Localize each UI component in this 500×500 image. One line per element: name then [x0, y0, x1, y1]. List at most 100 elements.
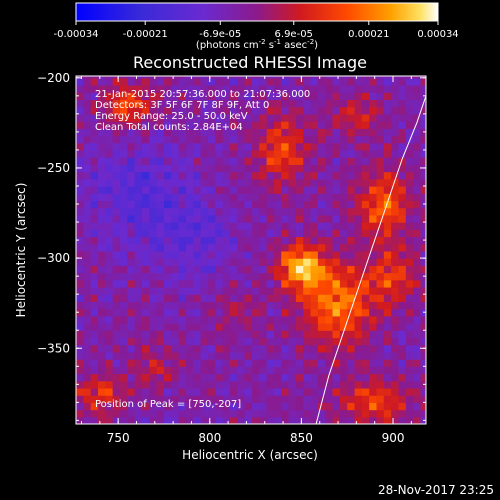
heatmap-cell — [310, 185, 319, 194]
heatmap-cell — [369, 207, 378, 216]
heatmap-cell — [405, 373, 414, 382]
heatmap-cell — [347, 402, 356, 411]
heatmap-cell — [259, 272, 268, 281]
heatmap-cell — [193, 193, 202, 202]
heatmap-cell — [325, 185, 334, 194]
heatmap-cell — [398, 337, 407, 346]
heatmap-cell — [156, 351, 165, 360]
heatmap-cell — [420, 142, 426, 151]
heatmap-cell — [295, 330, 304, 339]
heatmap-cell — [149, 294, 158, 302]
heatmap-cell — [207, 243, 216, 252]
heatmap-cell — [119, 351, 128, 360]
heatmap-cell — [112, 222, 121, 230]
heatmap-cell — [105, 214, 114, 223]
heatmap-cell — [215, 135, 224, 144]
heatmap-cell — [361, 359, 370, 367]
heatmap-cell — [76, 286, 84, 295]
heatmap-cell — [266, 330, 275, 339]
heatmap-cell — [127, 142, 136, 151]
heatmap-cell — [171, 77, 180, 86]
heatmap-cell — [317, 214, 326, 223]
heatmap-cell — [112, 214, 121, 223]
heatmap-cell — [332, 250, 341, 259]
heatmap-cell — [354, 85, 363, 93]
heatmap-cell — [398, 294, 407, 302]
heatmap-cell — [105, 236, 114, 245]
heatmap-cell — [273, 416, 282, 424]
y-tick-label: −300 — [37, 251, 70, 265]
heatmap-cell — [127, 236, 136, 245]
heatmap-cell — [347, 243, 356, 252]
heatmap-cell — [391, 380, 400, 389]
heatmap-cell — [163, 272, 172, 281]
heatmap-cell — [251, 113, 260, 122]
heatmap-cell — [354, 265, 363, 274]
heatmap-cell — [193, 99, 202, 108]
heatmap-cell — [413, 344, 422, 353]
heatmap-cell — [127, 77, 136, 86]
heatmap-cell — [171, 387, 180, 396]
heatmap-cell — [134, 85, 143, 93]
heatmap-cell — [207, 373, 216, 382]
heatmap-cell — [215, 395, 224, 403]
heatmap-cell — [317, 135, 326, 144]
heatmap-cell — [237, 229, 246, 238]
heatmap-cell — [376, 164, 385, 173]
heatmap-cell — [347, 149, 356, 158]
heatmap-cell — [325, 330, 334, 339]
heatmap-cell — [310, 402, 319, 411]
heatmap-cell — [141, 85, 150, 93]
heatmap-cell — [420, 185, 426, 194]
heatmap-cell — [90, 258, 99, 266]
heatmap-cell — [273, 387, 282, 396]
heatmap-cell — [76, 272, 84, 281]
heatmap-cell — [398, 301, 407, 310]
heatmap-cell — [369, 113, 378, 122]
heatmap-cell — [391, 351, 400, 360]
heatmap-cell — [171, 149, 180, 158]
heatmap-cell — [369, 294, 378, 302]
heatmap-cell — [171, 366, 180, 375]
heatmap-cell — [178, 171, 187, 180]
heatmap-cell — [288, 308, 297, 317]
heatmap-cell — [317, 323, 326, 331]
heatmap-cell — [295, 92, 304, 101]
heatmap-cell — [105, 193, 114, 202]
heatmap-cell — [127, 351, 136, 360]
heatmap-cell — [76, 380, 84, 389]
heatmap-cell — [193, 243, 202, 252]
heatmap-cell — [332, 76, 341, 79]
heatmap-cell — [119, 207, 128, 216]
heatmap-cell — [76, 301, 84, 310]
heatmap-cell — [207, 214, 216, 223]
heatmap-cell — [332, 92, 341, 101]
heatmap-cell — [112, 250, 121, 259]
heatmap-cell — [171, 229, 180, 238]
heatmap-cell — [193, 330, 202, 339]
heatmap-cell — [281, 395, 290, 403]
heatmap-cell — [156, 294, 165, 302]
heatmap-cell — [398, 207, 407, 216]
heatmap-cell — [141, 380, 150, 389]
heatmap-cell — [391, 359, 400, 367]
heatmap-cell — [251, 214, 260, 223]
heatmap-cell — [405, 229, 414, 238]
heatmap-cell — [149, 214, 158, 223]
heatmap-cell — [354, 337, 363, 346]
heatmap-cell — [391, 294, 400, 302]
heatmap-cell — [398, 272, 407, 281]
heatmap-cell — [325, 106, 334, 115]
heatmap-cell — [332, 265, 341, 274]
heatmap-cell — [339, 250, 348, 259]
heatmap-cell — [259, 229, 268, 238]
heatmap-cell — [266, 344, 275, 353]
heatmap-cell — [163, 286, 172, 295]
heatmap-cell — [251, 380, 260, 389]
heatmap-cell — [303, 402, 312, 411]
heatmap-cell — [134, 258, 143, 266]
heatmap-cell — [171, 294, 180, 302]
heatmap-cell — [83, 359, 92, 367]
heatmap-cell — [200, 330, 209, 339]
heatmap-cell — [244, 106, 253, 115]
